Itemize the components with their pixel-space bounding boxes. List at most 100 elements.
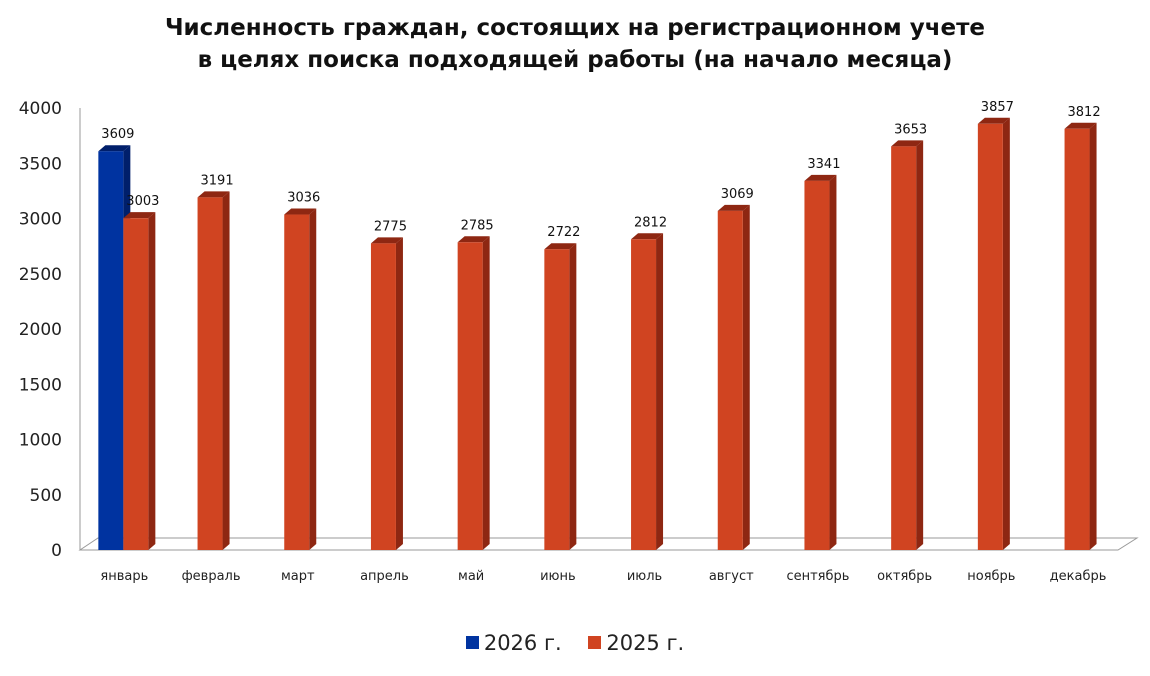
bar-front [1064,128,1090,551]
chart-title-line-2: в целях поиска подходящей работы (на нач… [197,47,953,73]
bar-front [123,218,149,550]
bar-front [197,197,223,550]
bar-2025-5: 2722 [544,225,580,550]
bar-front [98,151,124,550]
bar-2025-0: 3003 [123,194,159,550]
bar-2025-8: 3341 [804,157,840,550]
bar-side [569,243,577,550]
legend: 2026 г. 2025 г. [0,630,1150,655]
x-tick-label: апрель [360,569,409,584]
x-tick-label: январь [100,569,148,584]
data-label: 3003 [126,194,159,209]
bar-2025-3: 2775 [370,219,407,551]
data-label: 3812 [1068,105,1101,120]
chart-floor [78,537,1139,551]
bar-2025-2: 3036 [284,191,320,550]
legend-label-2025: 2025 г. [606,630,685,655]
bar-top [98,145,131,152]
bar-side [829,174,837,550]
bar-top [544,243,577,250]
y-tick-label: 3000 [19,210,62,230]
x-tick-label: февраль [182,569,241,584]
bar-top [631,233,664,240]
bar-side [309,208,317,550]
bar-side [656,233,664,551]
bar-top [977,117,1010,124]
chart-title-line-1: Численность граждан, состоящих на регист… [164,15,986,41]
bar-front [717,210,743,551]
bar-front [891,146,917,550]
y-tick-label: 2000 [19,320,62,340]
bar-top [1064,122,1097,129]
y-tick-label: 2500 [19,265,62,285]
bar-top [123,212,156,219]
legend-label-2026: 2026 г. [483,630,562,655]
bar-2025-7: 3069 [717,187,754,551]
data-label: 2775 [374,219,407,234]
x-tick-label: март [281,569,315,584]
y-tick-label: 1500 [19,375,62,395]
y-tick-label: 500 [30,486,62,506]
x-tick-label: декабрь [1050,569,1107,584]
data-label: 3653 [894,122,927,137]
bar-front [370,243,396,551]
bar-2025-4: 2785 [457,218,494,550]
bar-side [148,212,156,550]
x-tick-label: сентябрь [786,569,849,584]
data-label: 3191 [201,173,234,188]
bar-top [197,191,230,198]
bar-top [891,140,924,147]
bar-top [457,236,490,243]
bar-top [284,208,317,215]
bar-2025-11: 3812 [1064,105,1101,551]
bar-top [370,237,403,244]
bar-2025-10: 3857 [977,100,1014,550]
bar-side [395,237,403,551]
bar-front [457,242,483,550]
x-tick-label: июль [627,569,662,584]
bar-top [717,204,750,211]
bar-side [1002,117,1010,550]
data-label: 3609 [101,127,134,142]
bar-2025-6: 2812 [631,215,667,551]
y-axis: 0 500 1000 1500 2000 2500 3000 3500 4000 [19,99,81,561]
x-tick-label: октябрь [877,569,932,584]
data-label: 2785 [461,218,494,233]
data-label: 3341 [807,157,840,172]
data-label: 3036 [287,191,320,206]
x-tick-label: июнь [540,569,576,584]
bar-side [916,140,924,550]
bars: 3609 3003 3191 3036 2775 2785 2722 2812 3069 3341… [98,100,1101,551]
data-label: 3857 [981,100,1014,115]
bar-side [222,191,230,550]
x-axis: январь февраль март апрель май июнь июль август… [100,569,1106,584]
floor-plane [78,537,1139,551]
data-label: 2722 [547,225,580,240]
bar-top [804,174,837,181]
legend-swatch-2025 [588,636,602,649]
legend-swatch-2026 [465,636,479,649]
bar-front [284,214,310,550]
bar-front [544,249,570,550]
bar-side [1089,122,1097,551]
x-tick-label: август [709,569,754,584]
bar-2025-9: 3653 [891,122,927,550]
legend-item-2026: 2026 г. [465,630,562,655]
bar-side [482,236,490,550]
bar-2025-1: 3191 [197,173,234,550]
bar-front [977,123,1003,550]
x-tick-label: ноябрь [967,569,1015,584]
y-tick-label: 4000 [19,99,62,119]
y-tick-label: 0 [51,541,62,561]
bar-front [804,180,830,550]
bar-side [742,204,750,551]
data-label: 2812 [634,215,667,230]
y-tick-label: 3500 [19,154,62,174]
legend-item-2025: 2025 г. [588,631,684,655]
y-tick-label: 1000 [19,431,62,451]
bar-front [631,239,657,551]
x-tick-label: май [458,569,484,584]
chart-title: Численность граждан, состоящих на регист… [0,12,1150,76]
data-label: 3069 [721,187,754,202]
